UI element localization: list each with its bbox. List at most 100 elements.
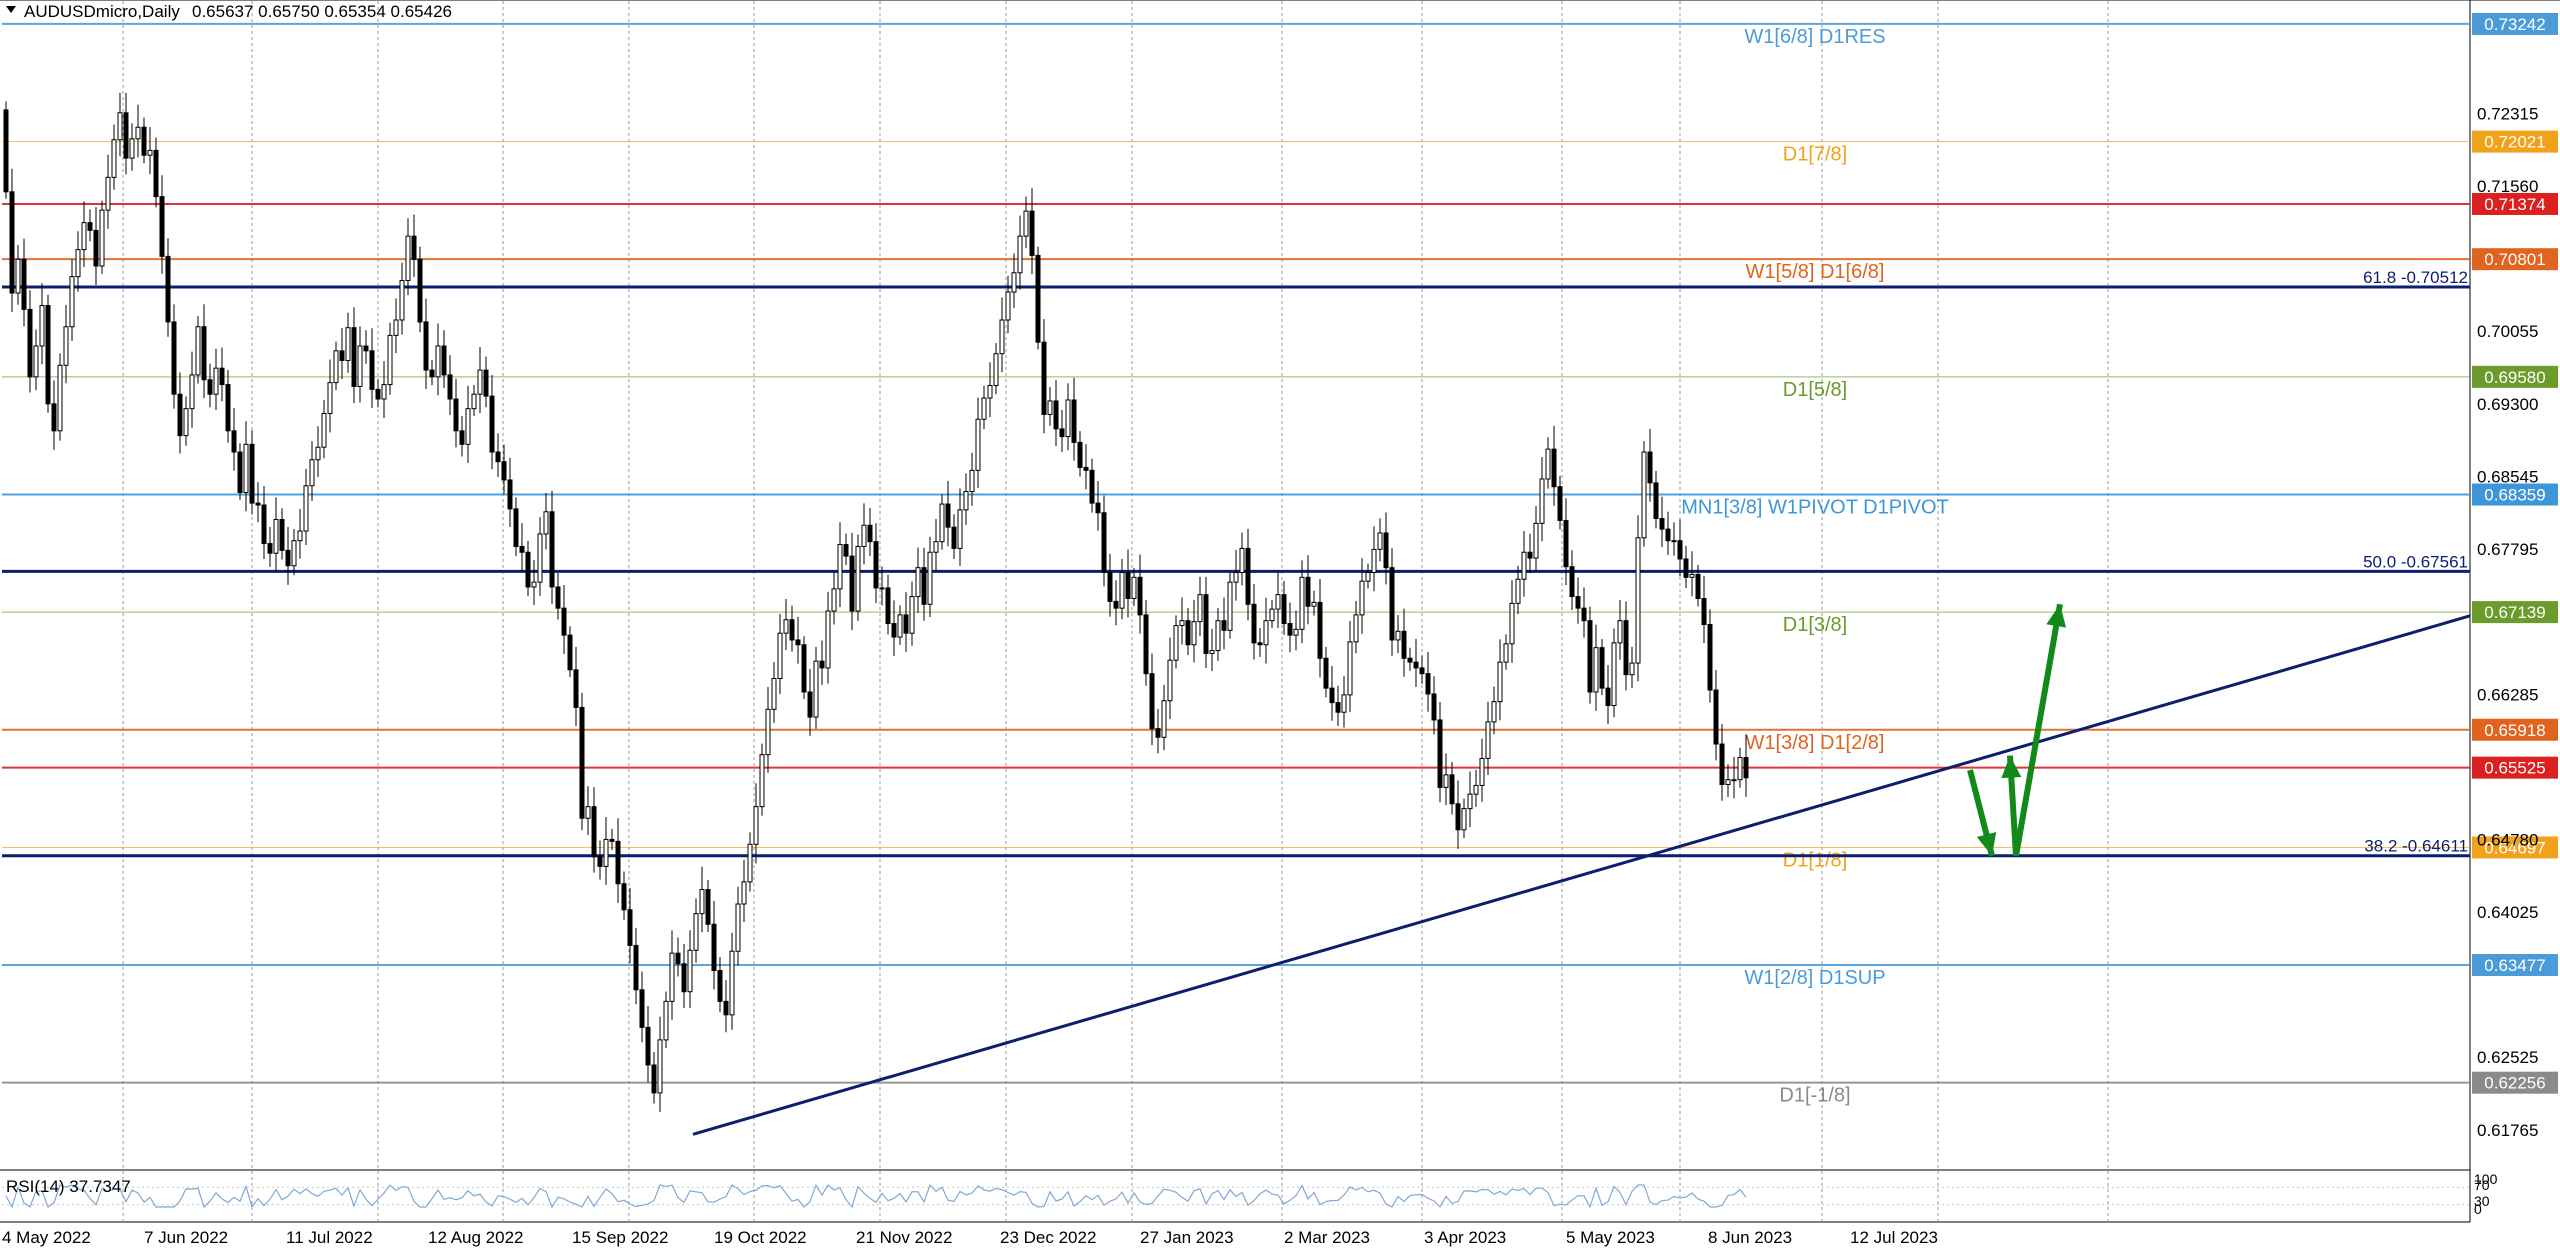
trendline[interactable] bbox=[692, 614, 2471, 1136]
candle-body bbox=[789, 619, 795, 641]
price-tag-label: 0.69580 bbox=[2484, 368, 2545, 387]
price-tag bbox=[2472, 248, 2558, 271]
candle-body bbox=[39, 305, 45, 347]
candle-body bbox=[369, 350, 375, 390]
candle-body bbox=[9, 191, 15, 294]
candle-body bbox=[1605, 687, 1611, 706]
dropdown-triangle-icon[interactable] bbox=[6, 6, 16, 13]
candle-body bbox=[339, 350, 345, 361]
candle-body bbox=[1743, 757, 1749, 779]
candle-body bbox=[69, 276, 75, 328]
candle-body bbox=[1491, 701, 1497, 723]
candle-body bbox=[1437, 719, 1443, 788]
candle-body bbox=[741, 881, 747, 905]
candle-body bbox=[1275, 594, 1281, 610]
candle-body bbox=[675, 952, 681, 965]
candle-body bbox=[1545, 448, 1551, 480]
candle-body bbox=[657, 1039, 663, 1094]
rsi-scale-label: 30 bbox=[2474, 1193, 2490, 1209]
candle-body bbox=[687, 949, 693, 993]
candle-body bbox=[1617, 620, 1623, 644]
candle-body bbox=[381, 384, 387, 400]
candle-body bbox=[1203, 594, 1209, 654]
candle-body bbox=[843, 544, 849, 557]
date-axis-label: 5 May 2023 bbox=[1566, 1228, 1655, 1247]
candle-body bbox=[915, 567, 921, 598]
candle-body bbox=[1455, 803, 1461, 831]
candle-body bbox=[1101, 512, 1107, 573]
price-axis-label: 0.72315 bbox=[2477, 104, 2538, 123]
rsi-scale-label: 100 bbox=[2474, 1171, 2498, 1187]
candle-body bbox=[237, 451, 243, 494]
time-axis: 4 May 2022 7 Jun 2022 11 Jul 2022 12 Aug 20… bbox=[2, 1228, 1938, 1247]
candle-body bbox=[1449, 774, 1455, 805]
candle-body bbox=[1557, 486, 1563, 521]
candle-body bbox=[135, 126, 141, 140]
candle-body bbox=[225, 384, 231, 432]
candle-body bbox=[837, 544, 843, 590]
candle-body bbox=[699, 889, 705, 915]
candle-body bbox=[243, 443, 249, 494]
candle-body bbox=[603, 838, 609, 867]
candle-body bbox=[63, 326, 69, 366]
level-label: D1[7/8] bbox=[1783, 144, 1847, 166]
candle-body bbox=[375, 388, 381, 400]
candle-body bbox=[441, 345, 447, 376]
price-tag-label: 0.72021 bbox=[2484, 133, 2545, 152]
price-axis-label: 0.71560 bbox=[2477, 177, 2538, 196]
candle-body bbox=[735, 903, 741, 952]
candle-body bbox=[363, 345, 369, 352]
candle-body bbox=[1125, 571, 1131, 600]
candle-body bbox=[1587, 620, 1593, 693]
candle-body bbox=[903, 614, 909, 634]
candle-body bbox=[111, 139, 117, 178]
candle-body bbox=[1635, 537, 1641, 664]
candle-body bbox=[405, 235, 411, 281]
date-axis-label: 2 Mar 2023 bbox=[1284, 1228, 1370, 1247]
price-tag bbox=[2472, 1071, 2558, 1094]
candle-body bbox=[1689, 573, 1695, 578]
candle-body bbox=[333, 350, 339, 384]
candle-body bbox=[1131, 576, 1137, 600]
price-tag-label: 0.65918 bbox=[2484, 721, 2545, 740]
price-tag bbox=[2472, 718, 2558, 741]
candle-body bbox=[33, 345, 39, 378]
candle-body bbox=[387, 334, 393, 386]
candle-body bbox=[357, 345, 363, 387]
candle-body bbox=[1569, 566, 1575, 598]
candle-body bbox=[273, 518, 279, 554]
candle-body bbox=[1611, 642, 1617, 706]
candle-body bbox=[165, 255, 171, 323]
price-axis-label: 0.61765 bbox=[2477, 1121, 2538, 1140]
forecast-arrow-shaft bbox=[2013, 603, 2063, 857]
candle-body bbox=[51, 403, 57, 432]
candle-body bbox=[945, 503, 951, 528]
candle-body bbox=[207, 379, 213, 395]
candle-body bbox=[1431, 693, 1437, 721]
candle-body bbox=[957, 509, 963, 549]
candle-body bbox=[669, 952, 675, 1002]
ohlc-values: 0.65637 0.65750 0.65354 0.65426 bbox=[192, 2, 452, 21]
candle-body bbox=[1239, 547, 1245, 573]
rsi-label: RSI(14) 37.7347 bbox=[6, 1177, 131, 1196]
candle-body bbox=[393, 319, 399, 336]
candle-body bbox=[663, 1000, 669, 1041]
candle-body bbox=[1533, 522, 1539, 559]
candle-body bbox=[195, 326, 201, 376]
candle-body bbox=[411, 235, 417, 260]
candle-body bbox=[1641, 451, 1647, 539]
candle-body bbox=[435, 345, 441, 378]
candle-body bbox=[1113, 600, 1119, 609]
candle-body bbox=[939, 503, 945, 543]
candle-body bbox=[1251, 603, 1257, 644]
level-label: W1[2/8] D1SUP bbox=[1744, 967, 1885, 989]
candle-body bbox=[501, 461, 507, 481]
candle-body bbox=[327, 382, 333, 414]
level-label: W1[6/8] D1RES bbox=[1744, 26, 1885, 48]
candle-body bbox=[153, 149, 159, 198]
forecast-arrows[interactable] bbox=[1967, 603, 2067, 857]
candle-body bbox=[1167, 659, 1173, 702]
price-tag-label: 0.73242 bbox=[2484, 15, 2545, 34]
candle-body bbox=[861, 524, 867, 547]
